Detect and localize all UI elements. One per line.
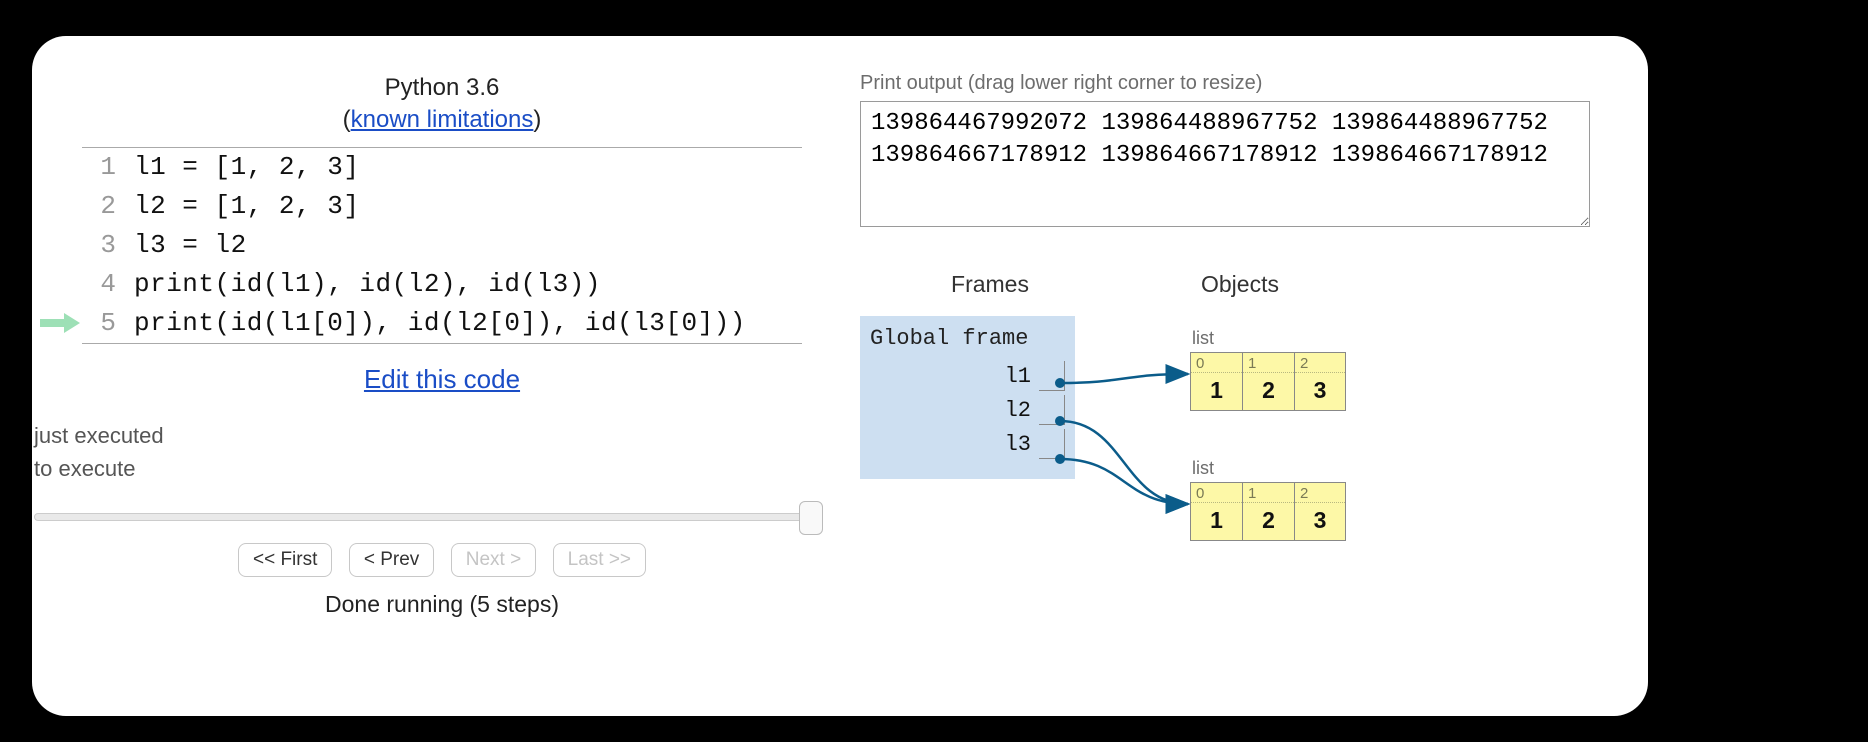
code-pane: Python 3.6 (known limitations) 1l1 = [1,… — [32, 72, 852, 618]
code-text: l2 = [1, 2, 3] — [134, 187, 359, 226]
variable-value-box — [1039, 361, 1065, 391]
code-text: l3 = l2 — [134, 226, 247, 265]
paren-close: ) — [533, 106, 541, 133]
legend-just-executed: just executed — [34, 419, 852, 452]
pointer-arrow — [1060, 459, 1188, 504]
list-cell: 01 — [1190, 352, 1242, 411]
cell-value: 1 — [1191, 373, 1242, 410]
code-text: l1 = [1, 2, 3] — [134, 148, 359, 187]
cell-value: 2 — [1243, 373, 1294, 410]
python-version: Python 3.6 — [385, 74, 500, 101]
cell-value: 3 — [1295, 373, 1345, 410]
list-cell: 12 — [1242, 352, 1294, 411]
code-line: 2l2 = [1, 2, 3] — [82, 187, 802, 226]
pointer-arrow — [1060, 374, 1188, 383]
frame-variable: l1 — [870, 361, 1065, 391]
pointer-arrow — [1060, 421, 1188, 504]
variable-name: l1 — [1005, 364, 1039, 389]
code-line: 5print(id(l1[0]), id(l2[0]), id(l3[0])) — [82, 304, 802, 343]
cell-value: 2 — [1243, 503, 1294, 540]
cell-index: 1 — [1243, 483, 1294, 503]
variable-value-box — [1039, 429, 1065, 459]
object-type-label: list — [1190, 458, 1346, 479]
code-line: 1l1 = [1, 2, 3] — [82, 148, 802, 187]
heap-object: list011223 — [1190, 458, 1346, 541]
cell-index: 2 — [1295, 483, 1345, 503]
objects-heading: Objects — [1120, 271, 1360, 298]
cell-index: 0 — [1191, 483, 1242, 503]
frame-variable: l3 — [870, 429, 1065, 459]
output-pane: Print output (drag lower right corner to… — [860, 72, 1630, 616]
object-cells: 011223 — [1190, 482, 1346, 541]
slider-thumb[interactable] — [799, 501, 823, 535]
first-button[interactable]: << First — [238, 543, 332, 577]
list-cell: 23 — [1294, 352, 1346, 411]
just-executed-arrow-icon — [38, 312, 82, 334]
viz-column-titles: Frames Objects — [860, 271, 1630, 298]
object-cells: 011223 — [1190, 352, 1346, 411]
list-cell: 12 — [1242, 482, 1294, 541]
global-frame: Global frame l1 l2 l3 — [860, 316, 1075, 479]
nav-buttons: << First < Prev Next > Last >> — [32, 543, 852, 577]
cell-index: 1 — [1243, 353, 1294, 373]
code-listing: 1l1 = [1, 2, 3]2l2 = [1, 2, 3]3l3 = l24p… — [82, 147, 802, 344]
cell-index: 2 — [1295, 353, 1345, 373]
object-type-label: list — [1190, 328, 1346, 349]
print-output-label: Print output (drag lower right corner to… — [860, 72, 1630, 95]
cell-value: 1 — [1191, 503, 1242, 540]
step-slider[interactable] — [32, 513, 822, 521]
visualization-area: Global frame l1l2l3 list011223list011223 — [860, 316, 1630, 616]
code-text: print(id(l1[0]), id(l2[0]), id(l3[0])) — [134, 304, 746, 343]
cell-value: 3 — [1295, 503, 1345, 540]
edit-code-link[interactable]: Edit this code — [364, 364, 520, 394]
variable-name: l3 — [1005, 432, 1039, 457]
frame-variable: l2 — [870, 395, 1065, 425]
list-cell: 23 — [1294, 482, 1346, 541]
legend-to-execute: to execute — [34, 452, 852, 485]
code-line: 4print(id(l1), id(l2), id(l3)) — [82, 265, 802, 304]
frames-heading: Frames — [860, 271, 1120, 298]
frame-title: Global frame — [870, 326, 1065, 351]
code-header: Python 3.6 (known limitations) — [32, 72, 852, 137]
line-number: 1 — [86, 148, 134, 187]
next-button[interactable]: Next > — [451, 543, 536, 577]
variable-name: l2 — [1005, 398, 1039, 423]
slider-track — [34, 513, 822, 521]
execution-legend: just executed to execute — [32, 419, 852, 485]
code-line: 3l3 = l2 — [82, 226, 802, 265]
content-card: Python 3.6 (known limitations) 1l1 = [1,… — [32, 36, 1648, 716]
code-text: print(id(l1), id(l2), id(l3)) — [134, 265, 601, 304]
line-number: 5 — [86, 304, 134, 343]
known-limitations-link[interactable]: known limitations — [351, 106, 534, 133]
cell-index: 0 — [1191, 353, 1242, 373]
list-cell: 01 — [1190, 482, 1242, 541]
line-number: 2 — [86, 187, 134, 226]
paren-open: ( — [343, 106, 351, 133]
line-number: 4 — [86, 265, 134, 304]
line-number: 3 — [86, 226, 134, 265]
prev-button[interactable]: < Prev — [349, 543, 434, 577]
last-button[interactable]: Last >> — [553, 543, 646, 577]
done-running-status: Done running (5 steps) — [32, 591, 852, 618]
variable-value-box — [1039, 395, 1065, 425]
print-output-box[interactable]: 139864467992072 139864488967752 13986448… — [860, 101, 1590, 227]
heap-object: list011223 — [1190, 328, 1346, 411]
